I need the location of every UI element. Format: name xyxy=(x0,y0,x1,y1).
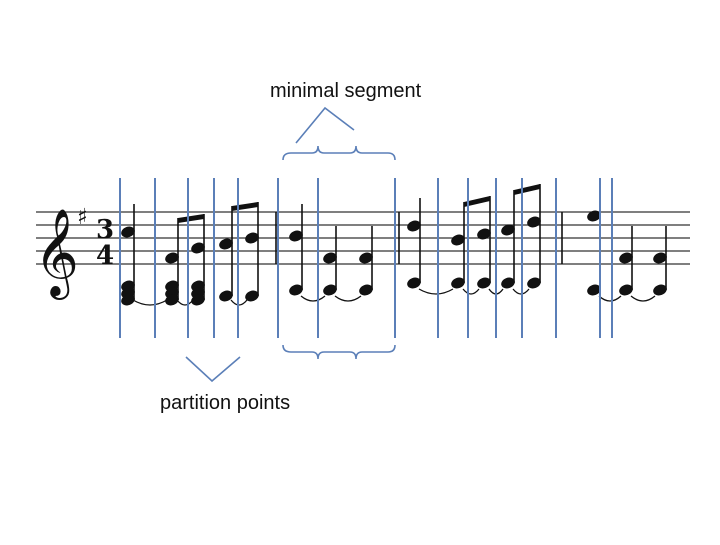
beam xyxy=(514,184,540,195)
tie xyxy=(418,288,454,295)
notehead xyxy=(407,220,421,232)
notehead xyxy=(165,252,179,264)
notehead xyxy=(359,284,373,296)
tie xyxy=(300,295,326,302)
notehead xyxy=(219,290,233,302)
notehead xyxy=(323,252,337,264)
notehead xyxy=(359,252,373,264)
tie xyxy=(462,288,480,295)
time-signature-numerator: 3 xyxy=(96,215,114,245)
notehead xyxy=(289,284,303,296)
notehead xyxy=(619,252,633,264)
partition-points-label: partition points xyxy=(160,392,291,414)
notehead xyxy=(219,238,233,250)
notehead xyxy=(407,277,421,289)
notehead xyxy=(323,284,337,296)
beam xyxy=(178,214,204,223)
tie xyxy=(176,299,194,306)
notehead xyxy=(619,284,633,296)
notehead xyxy=(587,210,601,222)
notehead xyxy=(121,294,135,306)
partition-points-bracket xyxy=(185,344,396,383)
tie xyxy=(334,295,362,302)
beam xyxy=(232,202,258,211)
notehead xyxy=(587,284,601,296)
tie xyxy=(630,295,656,302)
tie xyxy=(598,295,622,302)
notehead xyxy=(477,277,491,289)
notehead xyxy=(165,294,179,306)
caret-down-icon xyxy=(185,356,241,383)
notehead xyxy=(527,277,541,289)
notehead xyxy=(501,277,515,289)
notehead xyxy=(191,242,205,254)
treble-clef-icon: 𝄞 xyxy=(34,207,79,300)
notehead xyxy=(451,234,465,246)
tie xyxy=(132,299,168,306)
minimal-segment-bracket xyxy=(282,106,396,161)
beam xyxy=(464,196,490,207)
notehead xyxy=(527,216,541,228)
notehead xyxy=(501,224,515,236)
staff xyxy=(36,211,690,265)
notehead xyxy=(121,226,135,238)
notehead xyxy=(477,228,491,240)
notehead xyxy=(653,284,667,296)
notehead xyxy=(245,290,259,302)
notehead xyxy=(245,232,259,244)
notehead xyxy=(653,252,667,264)
time-signature-denominator: 4 xyxy=(96,241,114,271)
notehead xyxy=(451,277,465,289)
minimal-segment-label: minimal segment xyxy=(270,80,422,102)
caret-up-icon xyxy=(295,106,355,144)
notehead xyxy=(191,294,205,306)
notehead xyxy=(289,230,303,242)
key-signature-sharp-icon: ♯ xyxy=(77,205,88,230)
